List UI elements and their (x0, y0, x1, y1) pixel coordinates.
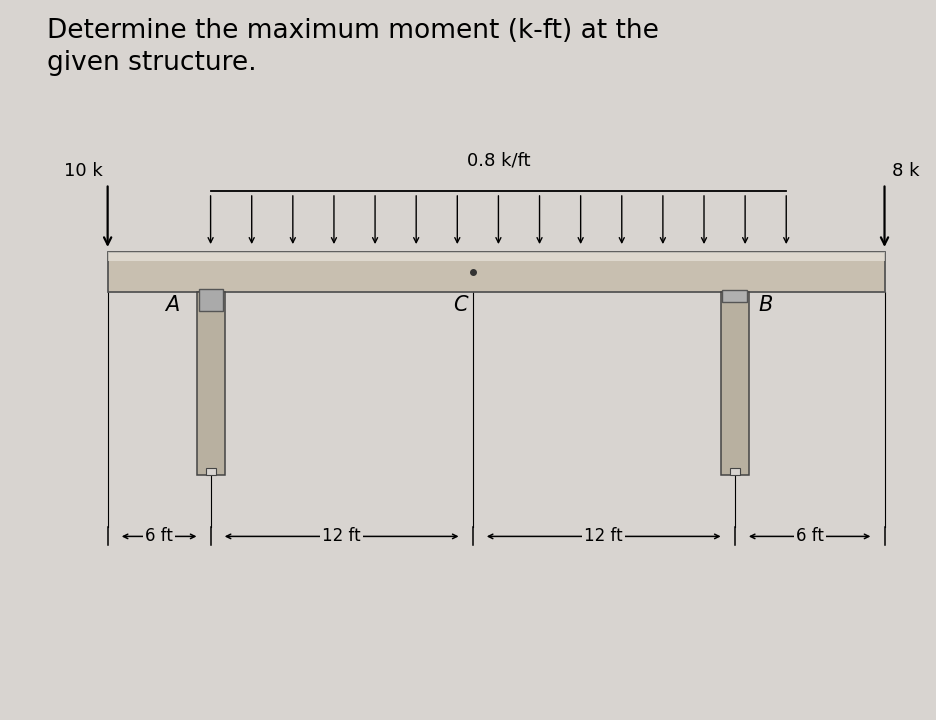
Text: 8 k: 8 k (892, 162, 919, 180)
Text: 0.8 k/ft: 0.8 k/ft (467, 151, 530, 169)
Bar (197, 292, 225, 475)
Bar (730, 468, 739, 475)
Text: 10 k: 10 k (65, 162, 103, 180)
Text: A: A (166, 295, 180, 315)
Bar (206, 468, 215, 475)
Text: C: C (453, 295, 468, 315)
Bar (198, 289, 223, 311)
Text: 6 ft: 6 ft (796, 527, 824, 546)
Text: 6 ft: 6 ft (145, 527, 173, 546)
Text: 12 ft: 12 ft (322, 527, 361, 546)
Bar (723, 290, 748, 302)
Bar (108, 252, 885, 292)
Bar (108, 252, 885, 261)
Text: B: B (758, 295, 772, 315)
Text: given structure.: given structure. (47, 50, 256, 76)
Bar (721, 292, 749, 475)
Text: 12 ft: 12 ft (584, 527, 623, 546)
Text: Determine the maximum moment (k-ft) at the: Determine the maximum moment (k-ft) at t… (47, 18, 659, 44)
